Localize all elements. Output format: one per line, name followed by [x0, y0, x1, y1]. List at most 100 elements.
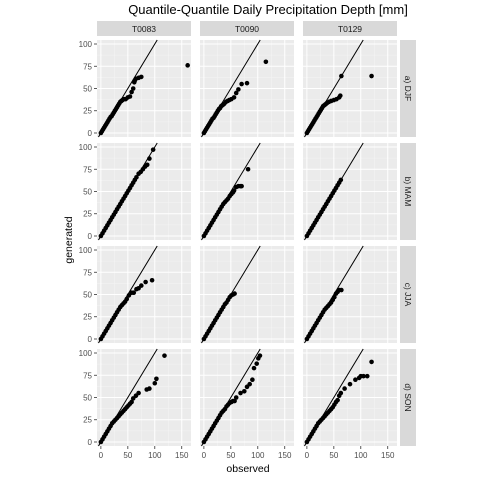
- x-tick-label: 100: [251, 451, 265, 460]
- data-point: [131, 290, 137, 296]
- column-strip: [200, 21, 294, 36]
- y-tick-label: 100: [79, 246, 93, 255]
- x-axis-title: observed: [226, 463, 269, 475]
- x-tick-label: 150: [278, 451, 292, 460]
- data-point: [231, 95, 237, 100]
- x-tick-label: 100: [354, 451, 368, 460]
- data-point: [233, 90, 239, 96]
- data-point: [338, 390, 344, 396]
- data-point: [147, 156, 152, 161]
- data-point: [369, 73, 374, 79]
- y-tick-label: 0: [88, 129, 93, 138]
- data-point: [339, 73, 344, 79]
- y-tick-label: 50: [83, 291, 92, 300]
- y-tick-label: 75: [83, 62, 92, 71]
- y-tick-label: 0: [88, 335, 93, 344]
- data-point: [335, 397, 340, 403]
- data-point: [139, 74, 144, 80]
- data-point: [342, 386, 347, 391]
- x-tick-label: 50: [226, 451, 235, 460]
- y-tick-label: 0: [88, 232, 93, 241]
- data-point: [139, 283, 144, 288]
- y-tick-label: 25: [83, 107, 92, 116]
- column-strip-label: T0083: [132, 24, 156, 34]
- data-point: [239, 183, 244, 189]
- y-tick-label: 75: [83, 165, 92, 174]
- y-tick-label: 100: [79, 143, 93, 152]
- data-point: [263, 59, 269, 65]
- data-point: [238, 390, 243, 396]
- data-point: [129, 399, 134, 405]
- data-point: [154, 376, 159, 382]
- data-point: [162, 353, 167, 358]
- x-tick-label: 50: [123, 451, 132, 460]
- data-point: [150, 147, 156, 152]
- data-point: [339, 287, 344, 293]
- data-point: [244, 80, 250, 86]
- x-tick-label: 150: [381, 451, 395, 460]
- data-point: [364, 373, 370, 379]
- data-point: [242, 388, 247, 394]
- chart-title: Quantile-Quantile Daily Precipitation De…: [128, 2, 408, 17]
- x-tick-label: 50: [329, 451, 338, 460]
- y-tick-label: 75: [83, 268, 92, 277]
- row-strip-label: b) MAM: [403, 177, 413, 207]
- data-point: [353, 377, 358, 383]
- y-tick-label: 25: [83, 313, 92, 322]
- data-point: [129, 89, 134, 95]
- y-tick-label: 50: [83, 394, 92, 403]
- x-tick-label: 150: [175, 451, 189, 460]
- column-strip-label: T0129: [338, 24, 362, 34]
- column-strip-label: T0090: [235, 24, 259, 34]
- data-point: [239, 81, 244, 87]
- y-tick-label: 75: [83, 371, 92, 380]
- y-tick-label: 25: [83, 416, 92, 425]
- x-tick-label: 0: [305, 451, 310, 460]
- column-strip: [97, 21, 191, 36]
- column-strip: [303, 21, 397, 36]
- data-point: [257, 353, 263, 358]
- data-point: [332, 294, 337, 300]
- row-strip: [400, 143, 416, 240]
- data-point: [134, 174, 139, 180]
- data-point: [124, 296, 130, 302]
- data-point: [149, 277, 155, 283]
- y-tick-label: 100: [79, 40, 93, 49]
- data-point: [152, 380, 158, 386]
- data-point: [338, 177, 344, 183]
- data-point: [144, 162, 150, 168]
- data-point: [251, 365, 257, 371]
- data-point: [130, 86, 136, 91]
- data-point: [247, 381, 252, 387]
- y-tick-label: 0: [88, 438, 93, 447]
- data-point: [361, 373, 366, 379]
- data-point: [236, 87, 241, 92]
- row-strip: [400, 246, 416, 343]
- data-point: [185, 63, 190, 68]
- x-tick-label: 0: [202, 451, 207, 460]
- data-point: [337, 93, 343, 98]
- data-point: [347, 381, 353, 387]
- y-axis-title: generated: [63, 216, 75, 263]
- data-point: [147, 386, 152, 391]
- data-point: [250, 377, 255, 383]
- data-point: [245, 166, 251, 172]
- x-tick-label: 0: [99, 451, 104, 460]
- row-strip: [400, 40, 416, 137]
- data-point: [232, 398, 237, 404]
- row-strip-label: a) DJF: [403, 76, 413, 102]
- y-tick-label: 50: [83, 85, 92, 94]
- y-tick-label: 25: [83, 210, 92, 219]
- data-point: [136, 390, 141, 396]
- x-tick-label: 100: [148, 451, 162, 460]
- y-tick-label: 50: [83, 188, 92, 197]
- data-point: [143, 279, 148, 285]
- row-strip-label: c) JJA: [403, 283, 413, 307]
- y-tick-label: 100: [79, 349, 93, 358]
- data-point: [233, 395, 239, 400]
- data-point: [254, 361, 260, 366]
- data-point: [127, 94, 133, 99]
- data-point: [232, 291, 237, 296]
